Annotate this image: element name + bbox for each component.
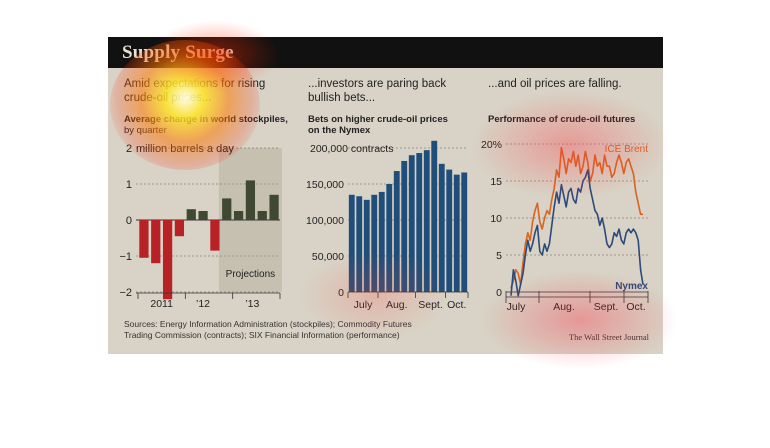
x-tick-label: July bbox=[507, 301, 526, 313]
y-tick-label: −2 bbox=[119, 287, 132, 299]
bar bbox=[186, 209, 196, 220]
y-tick-label: 10 bbox=[490, 213, 502, 225]
panel-3-subtitle: Performance of crude-oil futures bbox=[488, 114, 635, 125]
y-tick-label: 100,000 bbox=[306, 215, 344, 227]
panel-2-subtitle-bold: Bets on higher crude-oil prices bbox=[308, 114, 448, 125]
y-tick-label: 0 bbox=[338, 287, 344, 299]
bar bbox=[438, 163, 445, 292]
nymex-label: Nymex bbox=[615, 281, 648, 292]
bar bbox=[151, 220, 161, 264]
infographic: Supply Surge Amid expectations for risin… bbox=[108, 37, 663, 354]
bar bbox=[245, 180, 256, 220]
x-tick-label: Sept. bbox=[594, 301, 619, 313]
y-tick-label: −1 bbox=[119, 251, 132, 263]
bar bbox=[198, 211, 208, 220]
bar bbox=[378, 191, 385, 292]
bar bbox=[371, 194, 378, 292]
y-tick-label: 0 bbox=[496, 287, 502, 299]
bar bbox=[408, 155, 415, 292]
bar bbox=[446, 169, 453, 292]
y-tick-label: 50,000 bbox=[312, 251, 344, 263]
bar bbox=[401, 160, 408, 292]
bar bbox=[210, 220, 220, 251]
x-tick-label: 2011 bbox=[150, 298, 173, 310]
contracts-chart: 200,000 contracts 150,000 100,000 50,000 0 Ju… bbox=[306, 140, 469, 311]
panel-2-subtitle: Bets on higher crude-oil prices on the N… bbox=[308, 114, 448, 136]
x-tick-label: Aug. bbox=[553, 301, 575, 313]
y-tick-label: 20% bbox=[481, 139, 502, 151]
nymex-line bbox=[510, 169, 644, 297]
bar bbox=[386, 184, 393, 292]
x-tick-label: Sept. bbox=[418, 299, 443, 311]
publisher-credit: The Wall Street Journal bbox=[568, 332, 649, 342]
futures-chart: 20% 15 10 5 0 July Aug. Sept. Oct. ICE Brent Nymex bbox=[481, 139, 649, 313]
stockpile-chart: 2 million barrels a day10−1−22011’12’13P… bbox=[119, 143, 282, 310]
panel-3-headline: ...and oil prices are falling. bbox=[488, 77, 622, 91]
x-tick-label: July bbox=[354, 299, 373, 311]
bar bbox=[423, 150, 430, 292]
projections-annotation: Projections bbox=[226, 269, 275, 280]
y-tick-label: 15 bbox=[490, 176, 502, 188]
bar bbox=[393, 171, 400, 292]
bar bbox=[269, 194, 279, 220]
x-tick-label: Oct. bbox=[447, 299, 466, 311]
bar bbox=[416, 153, 423, 292]
y-tick-label: 150,000 bbox=[306, 179, 344, 191]
x-tick-label: ’13 bbox=[245, 298, 259, 310]
bar bbox=[356, 196, 363, 292]
x-tick-label: ’12 bbox=[196, 298, 210, 310]
panel-2-headline: ...investors are paring back bullish bet… bbox=[308, 77, 446, 105]
y-tick-label: 200,000 contracts bbox=[310, 143, 393, 155]
bar bbox=[174, 220, 185, 237]
bar bbox=[348, 194, 355, 292]
brent-label: ICE Brent bbox=[605, 144, 649, 155]
bar bbox=[233, 211, 244, 220]
bar bbox=[363, 199, 370, 292]
y-tick-label: 5 bbox=[496, 250, 502, 262]
bar bbox=[257, 211, 267, 220]
y-tick-label: 1 bbox=[126, 179, 132, 191]
bar bbox=[162, 220, 173, 300]
panel-3-headline-line-1: ...and oil prices are falling. bbox=[488, 78, 622, 90]
bar bbox=[461, 172, 468, 292]
y-tick-label: 0 bbox=[126, 215, 132, 227]
x-tick-label: Aug. bbox=[386, 299, 408, 311]
panel-2-headline-line-2: bullish bets... bbox=[308, 92, 376, 104]
x-tick-label: Oct. bbox=[626, 301, 645, 313]
bar bbox=[139, 220, 149, 258]
bar bbox=[453, 174, 460, 292]
bar bbox=[431, 140, 438, 292]
brent-line bbox=[510, 146, 643, 289]
panel-2-headline-line-1: ...investors are paring back bbox=[308, 78, 447, 90]
sources-note: Sources: Energy Information Administrati… bbox=[124, 319, 412, 341]
panel-3-subtitle-bold: Performance of crude-oil futures bbox=[488, 114, 636, 125]
sources-line-2: Trading Commission (contracts); SIX Fina… bbox=[124, 330, 400, 340]
panel-2-subtitle-rest: on the Nymex bbox=[308, 125, 371, 136]
sources-line-1: Sources: Energy Information Administrati… bbox=[124, 319, 412, 329]
bar bbox=[222, 198, 232, 220]
